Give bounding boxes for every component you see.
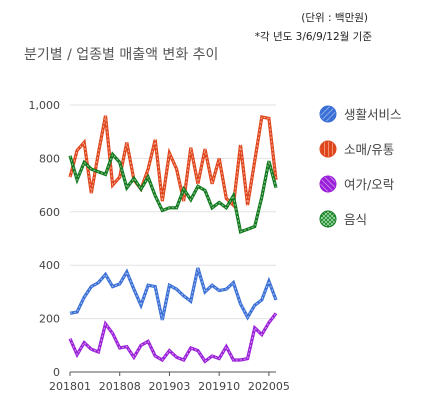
- legend-label: 여가/오락: [344, 177, 395, 192]
- x-tick-label: 201808: [99, 380, 141, 393]
- y-axis: 0 200 400 600 800 1,000: [29, 99, 61, 379]
- series-line: [69, 267, 278, 321]
- series-3: [68, 312, 278, 364]
- series-2: [68, 115, 278, 209]
- x-tick-label: 202005: [248, 380, 290, 393]
- legend-label: 소매/유통: [344, 142, 394, 157]
- base-note: *각 년도 3/6/9/12월 기준: [254, 31, 372, 43]
- y-tick-label: 0: [53, 366, 60, 379]
- x-tick-label: 201801: [49, 380, 91, 393]
- y-tick-label: 800: [39, 152, 60, 165]
- y-tick-label: 1,000: [29, 99, 61, 112]
- series-line-hatch: [69, 312, 277, 363]
- series-line-hatch: [69, 267, 277, 321]
- legend-label: 음식: [344, 212, 367, 227]
- series-line: [68, 115, 278, 209]
- legend-label: 생활서비스: [344, 107, 402, 122]
- legend-marker: [319, 140, 337, 158]
- legend-marker: [319, 210, 337, 228]
- y-tick-label: 200: [39, 313, 60, 326]
- y-tick-label: 600: [39, 206, 60, 219]
- series-4: [68, 151, 278, 234]
- unit-note: (단위 : 백만원): [301, 12, 368, 24]
- series-group: [68, 115, 278, 364]
- series-line-hatch: [69, 115, 277, 207]
- chart-title: 분기별 / 업종별 매출액 변화 추이: [24, 47, 219, 63]
- series-1: [69, 267, 278, 321]
- series-line-hatch: [69, 153, 277, 233]
- x-tick-label: 201910: [198, 380, 240, 393]
- x-tick-label: 201903: [148, 380, 190, 393]
- y-tick-label: 400: [39, 259, 60, 272]
- x-axis: 201801 201808 201903 201910 202005: [49, 372, 290, 393]
- legend-marker: [319, 175, 337, 193]
- legend-marker: [319, 105, 337, 123]
